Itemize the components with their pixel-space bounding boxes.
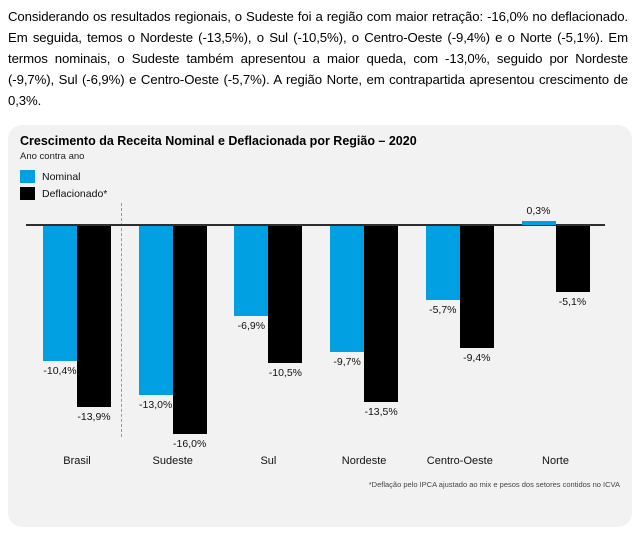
bar-nordeste-deflacionado: [364, 226, 399, 402]
chart-legend: Nominal Deflacionado*: [20, 169, 107, 203]
legend-item-nominal: Nominal: [20, 169, 107, 184]
zero-axis-line: [26, 224, 605, 226]
bar-brasil-nominal: [43, 226, 77, 362]
bar-sul-nominal: [234, 226, 269, 316]
bar-value-label-norte-nominal: 0,3%: [526, 205, 551, 218]
bar-value-label-brasil-nominal: -10,4%: [43, 365, 77, 378]
bar-value-label-centro-oeste-deflacionado: -9,4%: [463, 352, 491, 365]
legend-swatch-nominal: [20, 170, 35, 183]
bar-norte-nominal: [521, 221, 556, 225]
category-label-brasil: Brasil: [63, 455, 91, 467]
bar-value-label-sul-deflacionado: -10,5%: [268, 366, 303, 379]
bar-value-label-nordeste-deflacionado: -13,5%: [364, 405, 398, 418]
bar-value-label-sul-nominal: -6,9%: [237, 319, 266, 332]
bar-sul-deflacionado: [268, 226, 303, 363]
category-label-nordeste: Nordeste: [341, 455, 387, 467]
chart-subtitle: Ano contra ano: [20, 151, 85, 162]
bar-value-label-brasil-deflacionado: -13,9%: [77, 410, 111, 423]
category-label-sul: Sul: [260, 455, 277, 467]
legend-label-deflacionado: Deflacionado*: [42, 187, 108, 200]
category-label-norte: Norte: [542, 455, 569, 467]
bar-nordeste-nominal: [330, 226, 365, 353]
brasil-separator-dashed-line: [121, 203, 122, 437]
bar-centro-oeste-deflacionado: [459, 226, 494, 349]
bar-value-label-sudeste-nominal: -13,0%: [139, 399, 173, 411]
bar-value-label-sudeste-deflacionado: -16,0%: [173, 438, 207, 450]
bar-sudeste-deflacionado: [172, 226, 207, 434]
bar-value-label-nordeste-nominal: -9,7%: [333, 356, 361, 369]
category-label-centro-oeste: Centro-Oeste: [426, 455, 493, 467]
chart-title: Crescimento da Receita Nominal e Deflaci…: [20, 134, 417, 148]
bar-norte-deflacionado: [555, 226, 590, 293]
legend-label-nominal: Nominal: [42, 170, 81, 183]
bar-centro-oeste-nominal: [425, 226, 460, 301]
category-label-sudeste: Sudeste: [152, 455, 193, 467]
intro-paragraph: Considerando os resultados regionais, o …: [8, 9, 628, 108]
legend-item-deflacionado: Deflacionado*: [20, 186, 107, 201]
bar-value-label-centro-oeste-nominal: -5,7%: [429, 304, 457, 317]
bar-sudeste-nominal: [138, 226, 173, 395]
bar-value-label-norte-deflacionado: -5,1%: [558, 296, 587, 309]
chart-plot: -10,4% -13,9% Brasil -13,0% -16,0% Sudeste -6,…: [8, 125, 632, 527]
legend-swatch-deflacionado: [20, 187, 35, 200]
chart-footnote: *Deflação pelo IPCA ajustado ao mix e pe…: [368, 480, 620, 489]
chart-panel: Crescimento da Receita Nominal e Deflaci…: [8, 125, 632, 527]
bar-brasil-deflacionado: [77, 226, 111, 407]
